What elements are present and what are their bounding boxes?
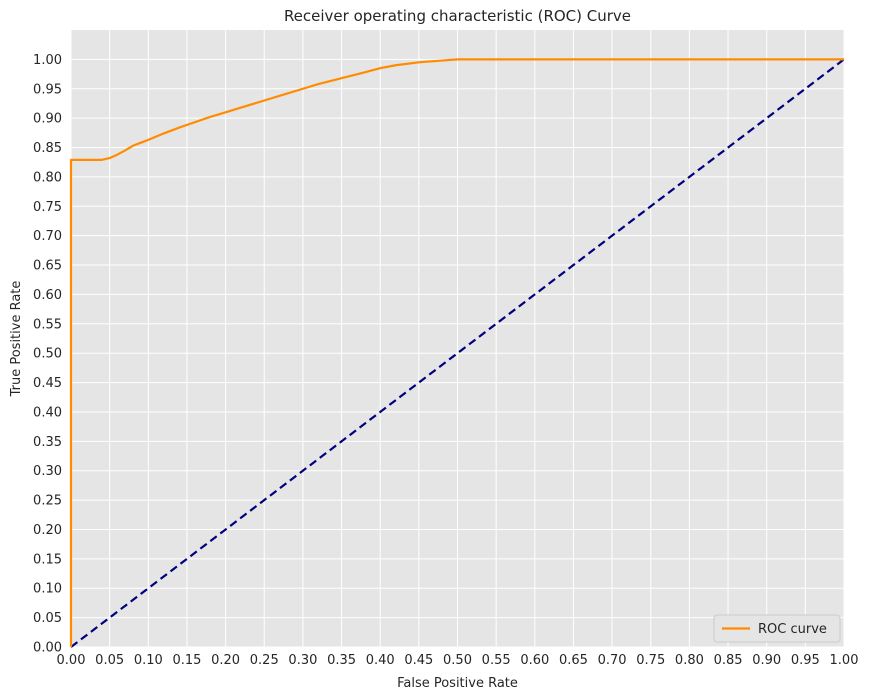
y-tick-label: 0.70 [33,229,62,244]
x-tick-label: 0.00 [57,653,86,668]
series-layer [69,58,845,648]
y-tick-label: 0.25 [33,494,62,509]
x-tick-label: 0.60 [520,653,549,668]
y-tick-label: 0.95 [33,82,62,97]
x-tick-label: 1.00 [830,653,859,668]
legend: ROC curve [713,614,841,643]
x-tick-label: 0.95 [791,653,820,668]
y-tick-label: 0.90 [33,112,62,127]
x-tick-label: 0.80 [675,653,704,668]
chart-title: Receiver operating characteristic (ROC) … [284,7,631,25]
x-tick-label: 0.55 [482,653,511,668]
legend-box [713,614,841,643]
x-tick-label: 0.05 [95,653,124,668]
roc-curve-line [69,58,844,647]
x-tick-label: 0.45 [404,653,433,668]
x-tick-label: 0.30 [288,653,317,668]
x-tick-label: 0.15 [172,653,201,668]
y-tick-label: 0.30 [33,464,62,479]
x-tick-label: 0.50 [443,653,472,668]
y-tick-label: 0.60 [33,288,62,303]
x-tick-label: 0.20 [211,653,240,668]
x-tick-label: 0.75 [636,653,665,668]
x-tick-label: 0.10 [134,653,163,668]
x-tick-label: 0.40 [366,653,395,668]
y-tick-label: 0.40 [33,405,62,420]
grid [70,30,845,648]
x-axis-title: False Positive Rate [397,676,518,691]
y-tick-label: 0.75 [33,200,62,215]
x-tick-label: 0.85 [714,653,743,668]
y-tick-label: 0.35 [33,435,62,450]
x-axis-ticks: 0.00 0.05 0.10 0.15 0.20 0.25 0.30 0.35 0.40 0.45… [57,653,859,668]
y-tick-label: 0.20 [33,523,62,538]
y-tick-label: 0.00 [33,641,62,656]
y-tick-label: 0.15 [33,552,62,567]
y-tick-label: 0.45 [33,376,62,391]
x-tick-label: 0.35 [327,653,356,668]
y-tick-label: 0.55 [33,317,62,332]
legend-label-roc-curve: ROC curve [758,622,827,637]
y-tick-label: 1.00 [33,53,62,68]
y-tick-label: 0.80 [33,170,62,185]
y-tick-label: 0.65 [33,259,62,274]
y-tick-label: 0.10 [33,582,62,597]
y-tick-label: 0.50 [33,347,62,362]
x-tick-label: 0.25 [250,653,279,668]
x-tick-label: 0.70 [598,653,627,668]
y-tick-label: 0.85 [33,141,62,156]
y-axis-ticks: 0.00 0.05 0.10 0.15 0.20 0.25 0.30 0.35 0.40 0.45… [33,53,62,656]
y-tick-label: 0.05 [33,611,62,626]
y-axis-title: True Positive Rate [9,281,24,398]
x-tick-label: 0.65 [559,653,588,668]
x-tick-label: 0.90 [752,653,781,668]
